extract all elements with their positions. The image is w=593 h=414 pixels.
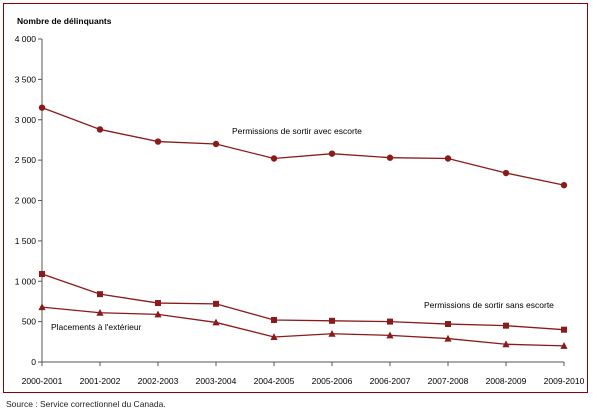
- data-point-circle: [154, 138, 162, 145]
- data-point-circle: [38, 104, 46, 111]
- x-tick-label: 2003-2004: [196, 376, 237, 386]
- y-tick-label: 4 000: [15, 34, 37, 44]
- data-point-triangle: [270, 333, 278, 340]
- data-point-square: [387, 318, 393, 325]
- data-point-triangle: [444, 334, 452, 342]
- data-point-circle: [212, 140, 220, 148]
- data-point-square: [213, 300, 219, 307]
- series-label-sans-escorte: Permissions de sortir sans escorte: [424, 300, 554, 310]
- data-point-triangle: [154, 310, 162, 318]
- y-tick-label: 3 000: [15, 115, 37, 125]
- data-point-circle: [560, 181, 568, 189]
- series-line-2: [41, 306, 565, 347]
- x-tick-label: 2002-2003: [138, 376, 179, 386]
- data-point-circle: [270, 155, 278, 162]
- data-point-circle: [444, 155, 452, 162]
- x-tick-label: 2008-2009: [486, 376, 527, 386]
- data-point-circle: [328, 150, 336, 157]
- y-tick-label: 1 500: [15, 236, 37, 246]
- data-point-triangle: [560, 342, 568, 349]
- x-tick-label: 2000-2001: [22, 376, 63, 386]
- x-tick-label: 2007-2008: [428, 376, 469, 386]
- y-tick-label: 500: [22, 317, 36, 327]
- data-point-square: [97, 291, 103, 298]
- data-point-square: [39, 270, 45, 277]
- series-line-1: [41, 273, 565, 331]
- data-point-triangle: [212, 318, 220, 326]
- data-point-circle: [386, 154, 394, 161]
- y-tick-label: 2 500: [15, 155, 37, 165]
- x-tick-label: 2005-2006: [312, 376, 353, 386]
- x-tick-label: 2006-2007: [370, 376, 411, 386]
- data-point-triangle: [96, 308, 104, 316]
- chart-frame: Nombre de délinquants 0 500 1 000 1 500 2 00…: [3, 3, 588, 393]
- y-axis-label: Nombre de délinquants: [17, 16, 112, 26]
- data-point-triangle: [386, 331, 394, 339]
- x-tick-label: 2004-2005: [254, 376, 295, 386]
- x-tick-label: 2001-2002: [80, 376, 121, 386]
- data-point-circle: [96, 126, 104, 133]
- data-point-circle: [502, 169, 510, 177]
- data-point-triangle: [502, 340, 510, 348]
- source-note: Source : Service correctionnel du Canada…: [6, 399, 166, 409]
- y-tick-label: 3 500: [15, 74, 37, 84]
- y-tick-label: 2 000: [15, 196, 37, 206]
- series-line-0: [41, 107, 565, 186]
- y-tick-label: 1 000: [15, 276, 37, 286]
- data-point-square: [329, 317, 335, 324]
- data-point-square: [271, 317, 277, 324]
- y-tick-label: 0: [31, 357, 36, 367]
- x-tick-label: 2009-2010: [544, 376, 585, 386]
- data-point-square: [561, 326, 567, 333]
- series-label-avec-escorte: Permissions de sortir avec escorte: [232, 126, 362, 136]
- series-label-placements: Placements à l'extérieur: [51, 322, 142, 332]
- data-point-square: [155, 300, 161, 307]
- data-point-triangle: [38, 303, 46, 311]
- data-point-square: [503, 322, 509, 329]
- data-point-triangle: [328, 329, 336, 337]
- data-point-square: [445, 321, 451, 328]
- line-chart: Nombre de délinquants 0 500 1 000 1 500 2 00…: [15, 16, 585, 386]
